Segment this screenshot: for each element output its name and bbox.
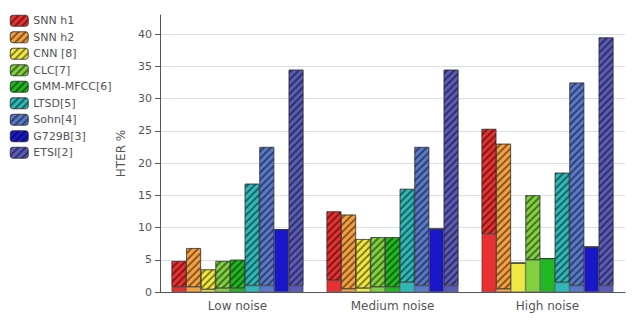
svg-text:CNN [8]: CNN [8] — [33, 47, 76, 60]
svg-text:Medium noise: Medium noise — [351, 299, 435, 313]
svg-text:10: 10 — [138, 221, 152, 234]
svg-text:15: 15 — [138, 189, 152, 202]
svg-text:30: 30 — [138, 92, 152, 105]
svg-text:35: 35 — [138, 60, 152, 73]
svg-text:20: 20 — [138, 157, 152, 170]
svg-text:High noise: High noise — [516, 299, 579, 313]
svg-text:LTSD[5]: LTSD[5] — [33, 97, 75, 110]
svg-text:Low noise: Low noise — [208, 299, 267, 313]
svg-text:SNN h1: SNN h1 — [33, 14, 74, 27]
svg-text:40: 40 — [138, 28, 152, 41]
svg-text:0: 0 — [145, 286, 152, 299]
svg-text:HTER %: HTER % — [114, 130, 128, 178]
svg-text:25: 25 — [138, 124, 152, 137]
svg-text:G729B[3]: G729B[3] — [33, 130, 86, 143]
svg-text:ETSI[2]: ETSI[2] — [33, 146, 72, 159]
svg-text:SNN h2: SNN h2 — [33, 31, 74, 44]
svg-text:GMM-MFCC[6]: GMM-MFCC[6] — [33, 80, 111, 93]
svg-text:5: 5 — [145, 253, 152, 266]
svg-text:Sohn[4]: Sohn[4] — [33, 113, 76, 126]
svg-text:CLC[7]: CLC[7] — [33, 64, 70, 77]
